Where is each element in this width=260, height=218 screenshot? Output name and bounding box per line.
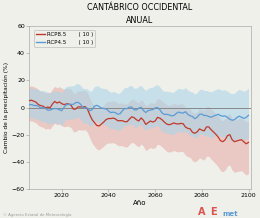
Text: E: E: [211, 207, 217, 217]
Text: A: A: [198, 207, 205, 217]
Title: CANTÁBRICO OCCIDENTAL
ANUAL: CANTÁBRICO OCCIDENTAL ANUAL: [87, 3, 193, 25]
Y-axis label: Cambio de la precipitación (%): Cambio de la precipitación (%): [3, 62, 9, 153]
X-axis label: Año: Año: [133, 200, 147, 206]
Text: met: met: [222, 211, 238, 217]
Legend: RCP8.5       ( 10 ), RCP4.5       ( 10 ): RCP8.5 ( 10 ), RCP4.5 ( 10 ): [34, 30, 95, 47]
Text: © Agencia Estatal de Meteorología: © Agencia Estatal de Meteorología: [3, 213, 71, 217]
